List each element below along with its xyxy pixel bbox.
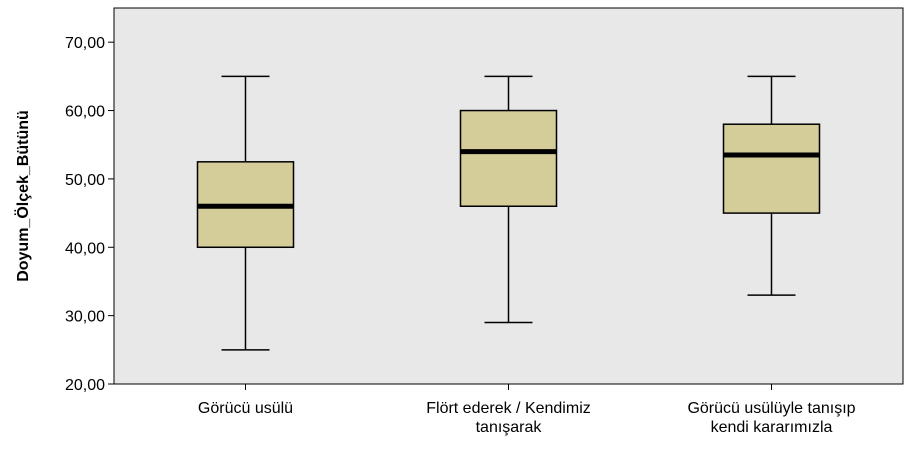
y-tick-label: 40,00 (65, 240, 105, 257)
iqr-box (722, 123, 821, 214)
y-axis: 20,00 30,00 40,00 50,00 60,00 70,00 (65, 35, 114, 394)
y-axis-label: Doyum_Ölçek_Bütünü (13, 110, 32, 282)
x-axis: Görücü usülü Flört ederek / Kendimiz tanış… (198, 384, 856, 436)
iqr-box (459, 109, 558, 208)
box-1 (196, 75, 295, 351)
y-tick-label: 60,00 (65, 104, 105, 121)
boxes-group (196, 75, 821, 351)
x-category-label: Görücü usülü (198, 400, 293, 417)
y-tick-label: 70,00 (65, 35, 105, 52)
y-tick-label: 20,00 (65, 377, 105, 394)
x-category-label: kendi kararımızla (711, 419, 833, 436)
box-3 (722, 75, 821, 296)
y-tick-label: 50,00 (65, 172, 105, 189)
x-category-label: Görücü usülüyle tanışıp (687, 400, 855, 417)
box-2 (459, 75, 558, 324)
x-category-label: Flört ederek / Kendimiz (426, 400, 591, 417)
x-category-label: tanışarak (476, 419, 543, 436)
y-tick-label: 30,00 (65, 309, 105, 326)
